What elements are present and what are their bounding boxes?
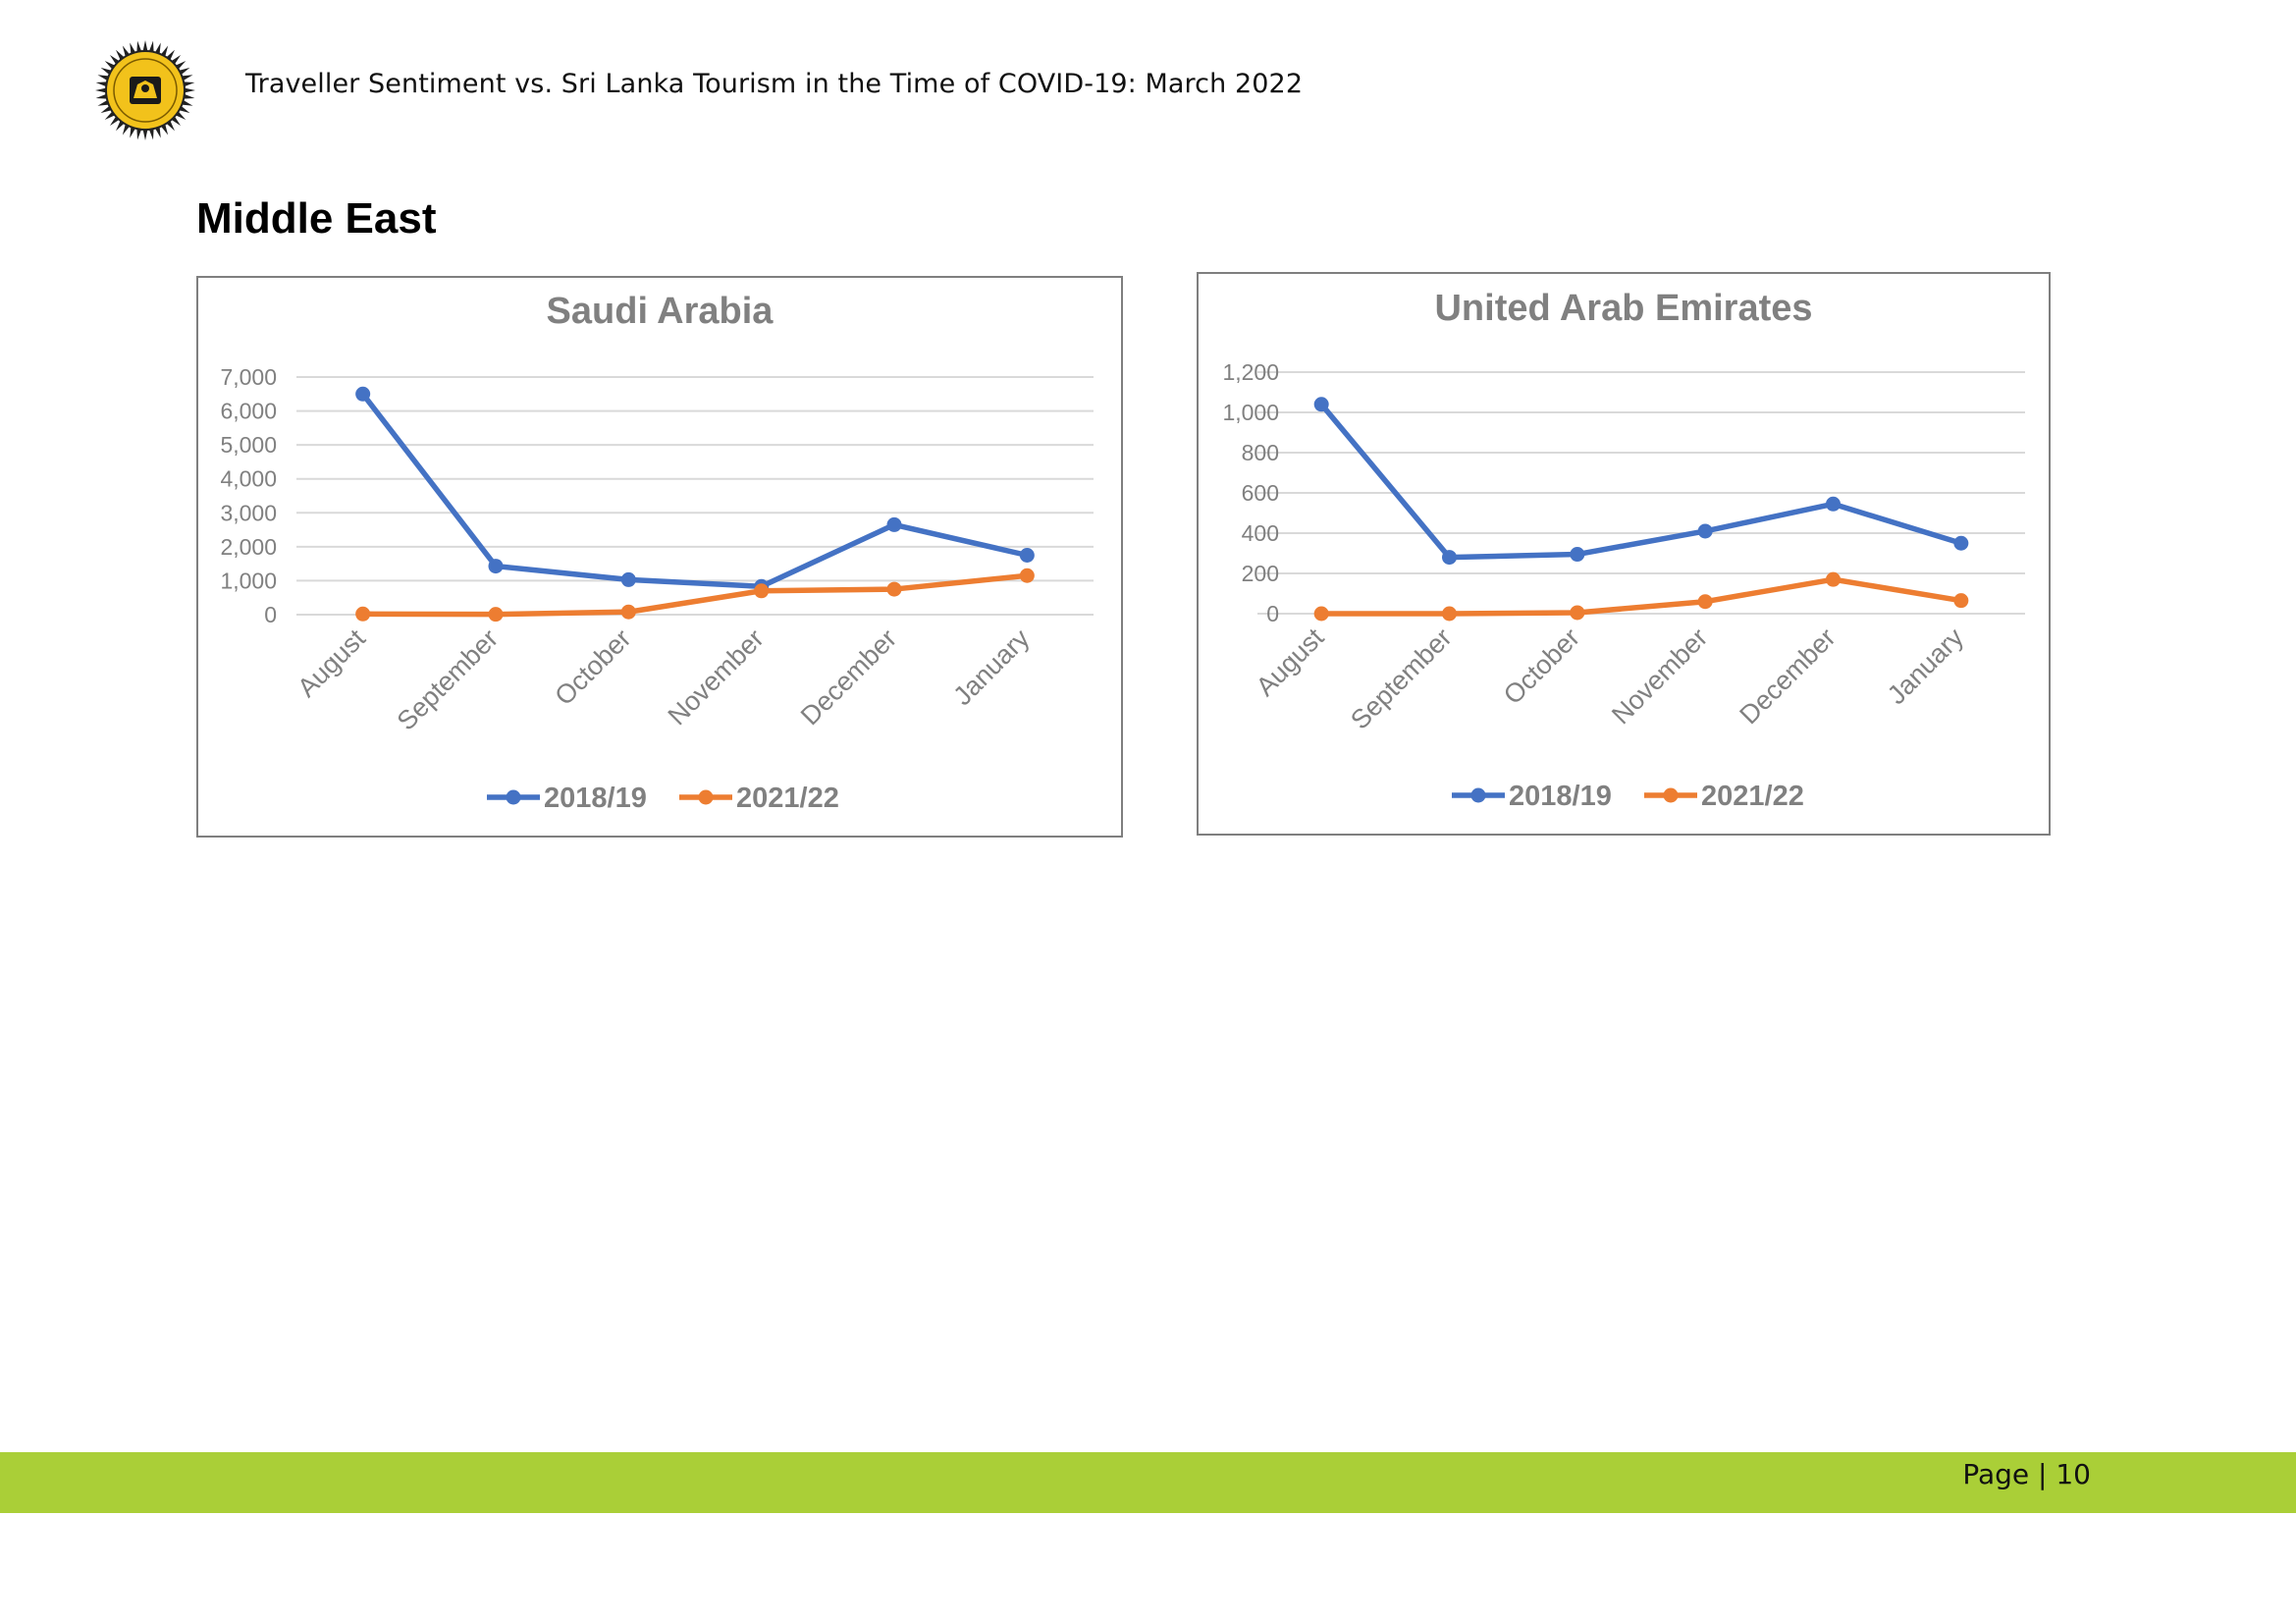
x-tick-label: October <box>549 623 636 711</box>
y-tick-label: 0 <box>1266 601 1279 626</box>
x-tick-label: January <box>1882 623 1969 710</box>
data-point <box>1442 606 1457 622</box>
data-point <box>886 516 902 532</box>
data-point <box>1826 496 1841 512</box>
x-tick-label: September <box>392 623 505 736</box>
data-point <box>488 559 504 574</box>
legend-marker <box>1663 787 1679 803</box>
series-line <box>1321 576 1962 617</box>
legend-label: 2021/22 <box>1701 781 1804 812</box>
x-tick-label: December <box>795 623 902 731</box>
saudi-arabia-chart: Saudi Arabia 0 1,000 2,000 3,000 4,000 5,000 6,… <box>196 276 1123 838</box>
y-tick-label: 2,000 <box>220 534 277 560</box>
data-point <box>886 581 902 597</box>
y-tick-label: 800 <box>1242 440 1279 465</box>
data-point <box>1313 606 1329 622</box>
data-point <box>754 583 770 599</box>
data-point <box>1019 548 1035 563</box>
legend-marker <box>698 789 714 805</box>
y-tick-label: 1,200 <box>1222 359 1279 385</box>
x-tick-label: October <box>1498 623 1585 710</box>
legend-item: 2018/19 <box>1452 781 1612 812</box>
legend-marker <box>506 789 521 805</box>
y-tick-label: 3,000 <box>220 500 277 525</box>
legend-item: 2018/19 <box>487 783 647 814</box>
x-tick-label: November <box>663 623 770 731</box>
data-point <box>355 606 371 622</box>
data-point <box>1697 523 1713 539</box>
series-line <box>360 392 1028 590</box>
chart-title: Saudi Arabia <box>547 291 774 332</box>
uae-chart-svg: United Arab Emirates 0 200 400 600 800 1,000 1,… <box>1222 288 2025 812</box>
data-point <box>1019 568 1035 583</box>
sri-lanka-tourism-emblem-icon <box>94 39 196 141</box>
x-tick-label: August <box>292 623 371 703</box>
legend-label: 2021/22 <box>736 783 839 814</box>
document-header-title: Traveller Sentiment vs. Sri Lanka Touris… <box>245 69 1304 99</box>
series-line <box>1319 403 1962 561</box>
data-point <box>620 604 636 620</box>
x-tick-label: August <box>1251 623 1330 702</box>
y-tick-label: 1,000 <box>220 568 277 593</box>
y-tick-label: 0 <box>264 602 277 627</box>
x-tick-label: September <box>1345 623 1458 735</box>
series-line <box>362 572 1028 618</box>
data-point <box>1826 571 1841 587</box>
y-tick-label: 4,000 <box>220 466 277 492</box>
uae-chart: United Arab Emirates 0 200 400 600 800 1,000 1,… <box>1197 272 2051 836</box>
data-point <box>1570 605 1585 621</box>
saudi-arabia-chart-svg: Saudi Arabia 0 1,000 2,000 3,000 4,000 5,000 6,… <box>220 291 1094 814</box>
data-point <box>620 571 636 587</box>
y-tick-label: 7,000 <box>220 364 277 390</box>
y-tick-label: 6,000 <box>220 399 277 424</box>
legend-item: 2021/22 <box>679 783 839 814</box>
data-point <box>1570 547 1585 563</box>
data-point <box>1313 397 1329 412</box>
x-tick-label: November <box>1606 623 1713 730</box>
data-point <box>355 386 371 402</box>
data-point <box>1953 535 1969 551</box>
y-tick-label: 200 <box>1242 561 1279 586</box>
data-point <box>488 607 504 623</box>
data-point <box>1442 550 1457 566</box>
footer-bar <box>0 1452 2296 1513</box>
data-point <box>1953 593 1969 609</box>
legend-item: 2021/22 <box>1644 781 1804 812</box>
x-tick-label: January <box>947 623 1035 711</box>
y-tick-label: 600 <box>1242 480 1279 506</box>
data-point <box>1697 594 1713 610</box>
y-tick-label: 1,000 <box>1222 400 1279 425</box>
legend-label: 2018/19 <box>1509 781 1612 812</box>
y-tick-label: 400 <box>1242 520 1279 546</box>
chart-title: United Arab Emirates <box>1434 288 1812 329</box>
legend-label: 2018/19 <box>544 783 647 814</box>
y-tick-label: 5,000 <box>220 432 277 458</box>
page-number: Page | 10 <box>1962 1458 2091 1490</box>
section-heading: Middle East <box>196 194 437 243</box>
x-tick-label: December <box>1734 623 1841 730</box>
legend-marker <box>1470 787 1486 803</box>
